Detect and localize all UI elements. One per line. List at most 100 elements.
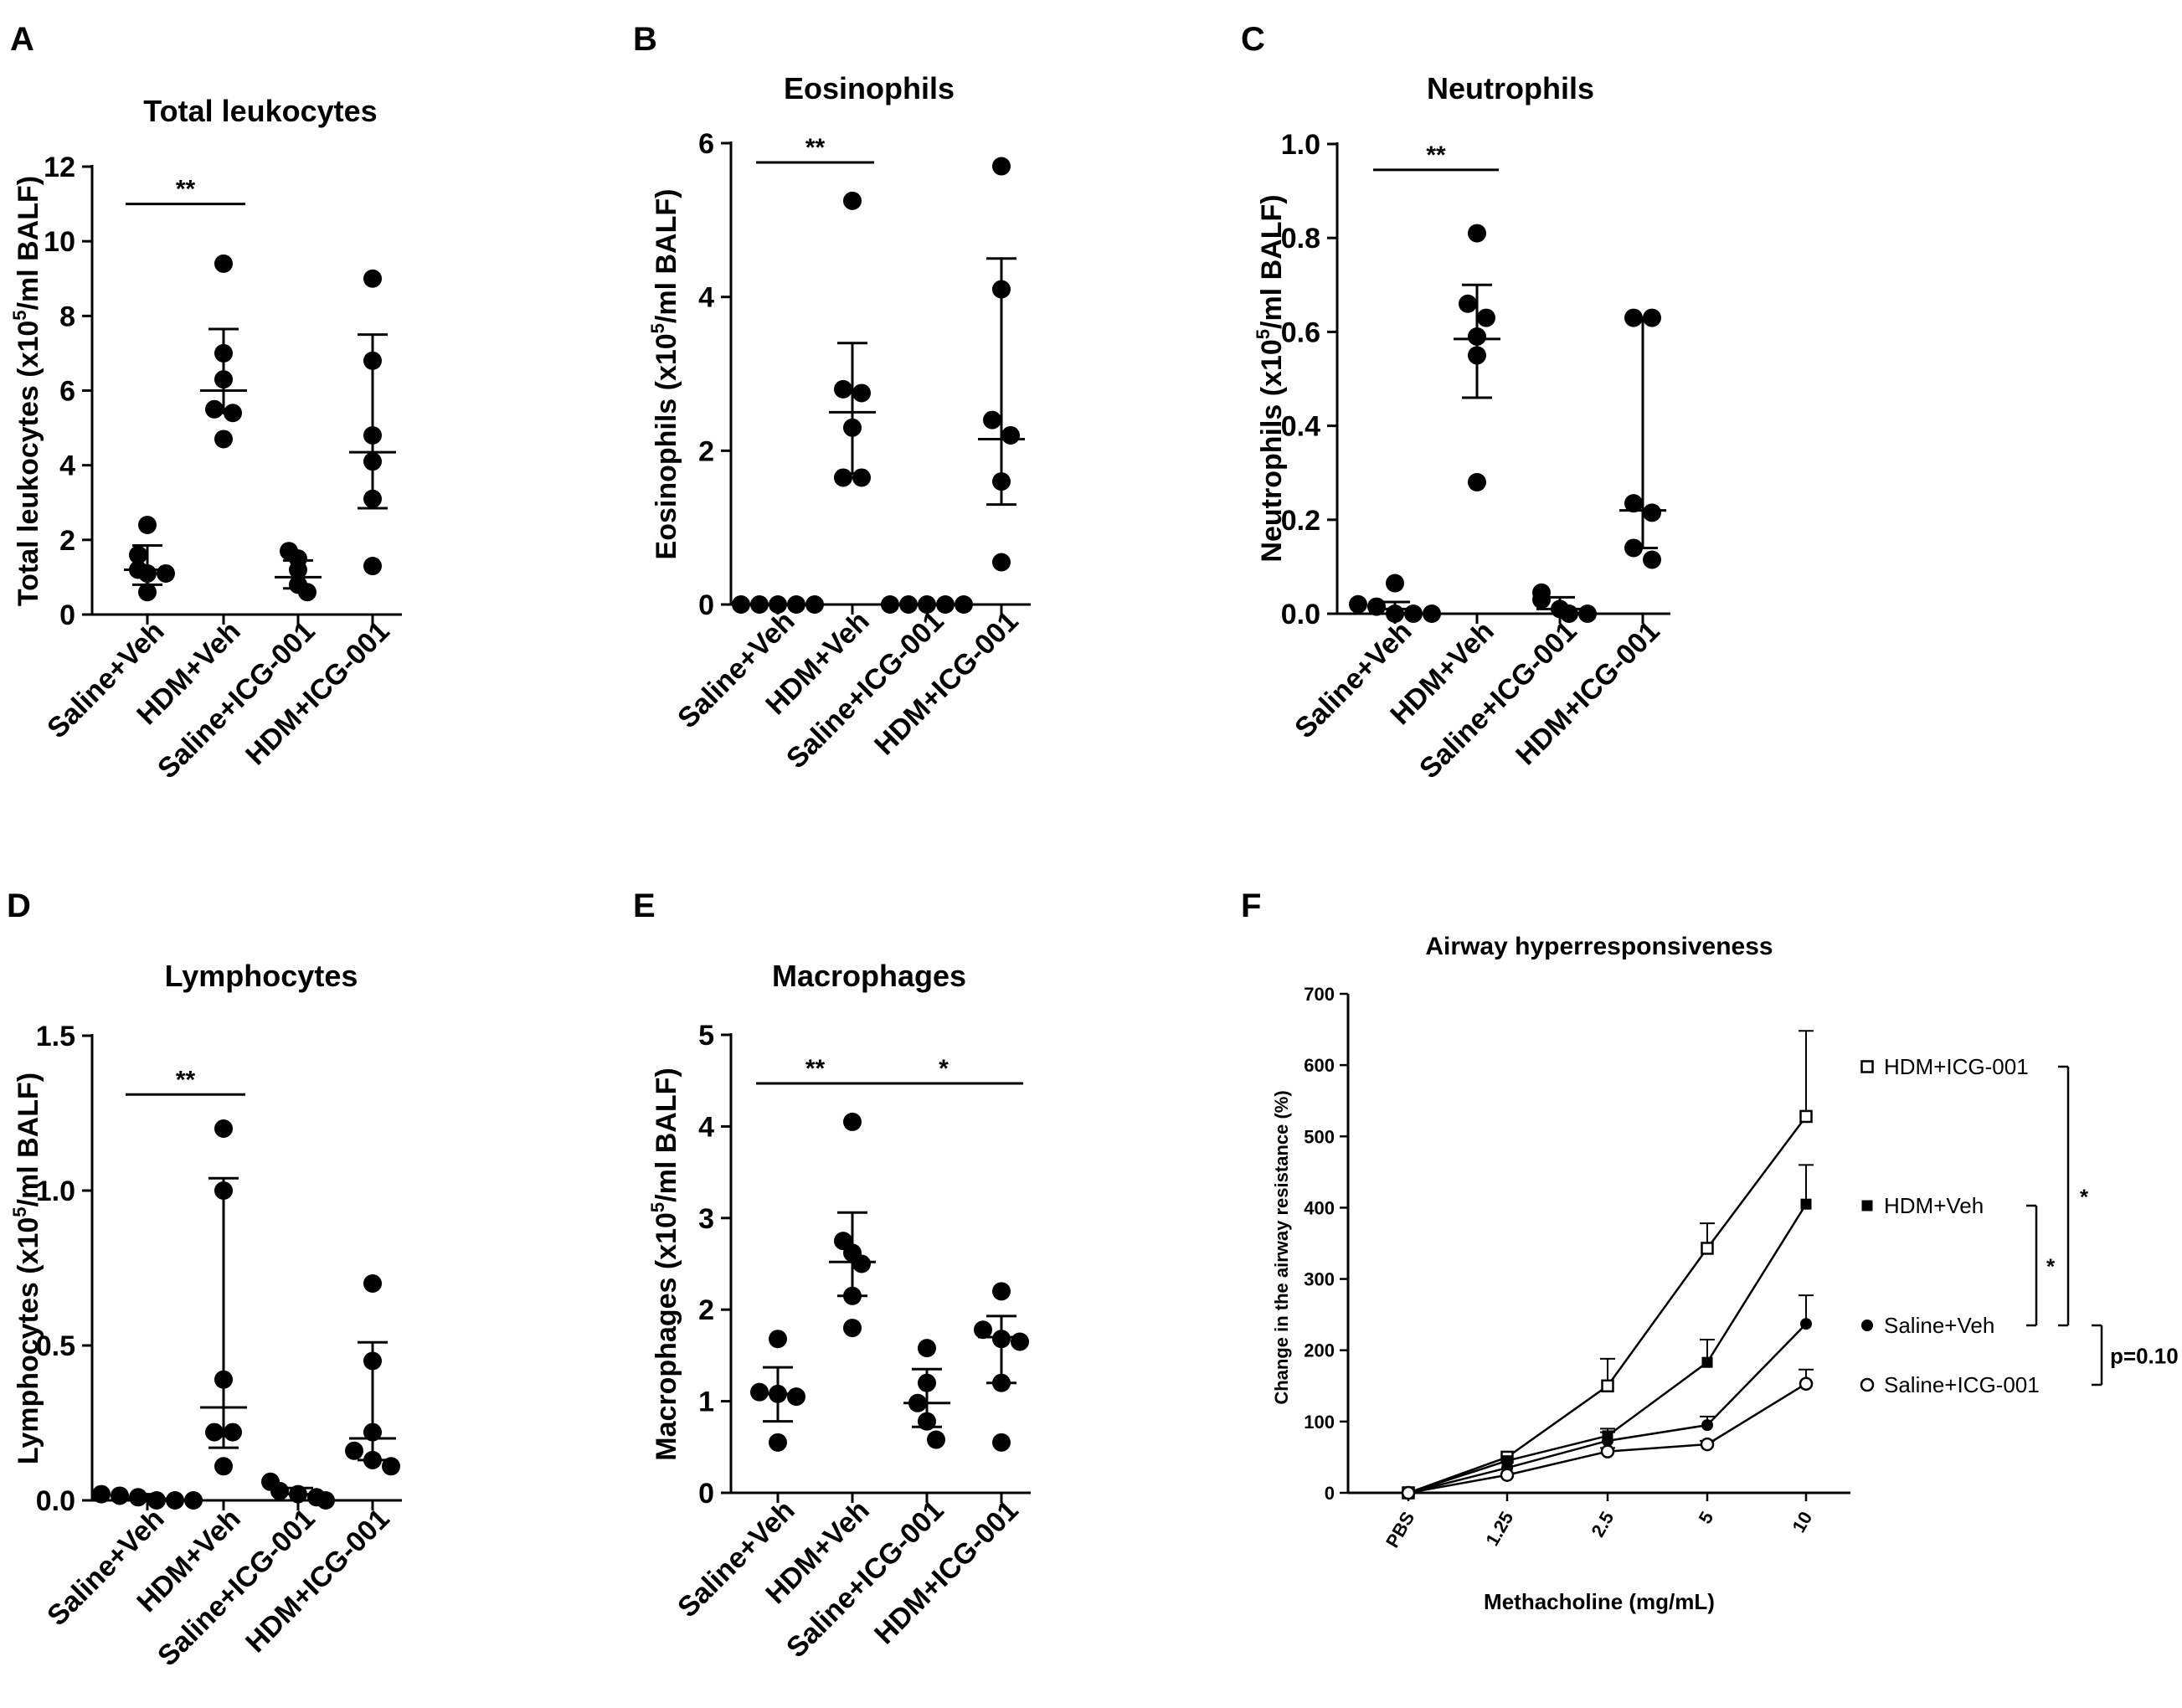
y-tick-label: 0	[59, 599, 75, 631]
significance-label: **	[176, 1066, 196, 1093]
data-point	[1643, 550, 1661, 569]
data-point	[1643, 503, 1661, 522]
data-point	[111, 1486, 129, 1505]
data-point	[1701, 1419, 1713, 1432]
y-tick-label: 100	[1304, 1412, 1335, 1433]
data-point	[852, 468, 871, 487]
y-tick-label: 1.0	[1281, 129, 1320, 161]
panel-a: A Total leukocytes Total leukocytes (x105/…	[9, 21, 402, 785]
significance-label: **	[805, 134, 826, 162]
data-point	[1477, 308, 1495, 327]
data-point	[363, 1274, 382, 1293]
y-tick-label: 1.0	[36, 1176, 75, 1207]
data-point	[205, 399, 224, 419]
bracket-label: p=0.10	[2110, 1344, 2179, 1369]
data-point	[918, 1339, 936, 1358]
x-tick-label: 10	[1788, 1508, 1816, 1536]
data-point	[1602, 1434, 1613, 1447]
y-axis-title-text: Eosinophils (x10	[651, 333, 682, 559]
y-axis-title-superscript: 5	[647, 1202, 668, 1212]
y-tick-label: 700	[1304, 984, 1335, 1005]
y-tick-label: 200	[1304, 1340, 1335, 1361]
data-point	[1700, 1437, 1715, 1452]
data-point	[769, 1433, 787, 1452]
x-tick-label: 2.5	[1587, 1508, 1618, 1541]
chart-title: Eosinophils	[784, 71, 955, 105]
data-point	[214, 1457, 233, 1476]
y-tick-label: 0.0	[36, 1485, 75, 1517]
series-saline-veh	[1402, 1294, 1814, 1499]
y-tick-label: 4	[59, 450, 75, 482]
y-tick-label: 6	[59, 376, 75, 408]
y-tick-label: 0.2	[1281, 505, 1320, 537]
data-point	[1423, 604, 1441, 623]
data-point	[992, 1433, 1011, 1452]
legend-marker	[1861, 1200, 1873, 1212]
data-point	[992, 157, 1011, 176]
data-point	[214, 430, 233, 449]
significance-label: **	[805, 1055, 826, 1083]
significance-label: *	[939, 1055, 949, 1083]
data-point	[843, 191, 862, 210]
y-tick-label: 400	[1304, 1197, 1335, 1218]
y-axis-title-text: Macrophages (x10	[651, 1212, 682, 1461]
y-tick-label: 0.5	[36, 1330, 75, 1362]
y-tick-label: 5	[698, 1020, 714, 1052]
y-tick-label: 2	[59, 525, 75, 557]
panel-letter: D	[7, 887, 31, 924]
significance-label: **	[1426, 141, 1446, 169]
legend-marker	[1860, 1060, 1874, 1073]
y-axis-title: Lymphocytes (x105/ml BALF)	[9, 1073, 44, 1464]
data-point	[205, 1422, 224, 1442]
y-axis-title-unit: /ml BALF)	[651, 1068, 682, 1202]
data-point	[881, 595, 899, 614]
y-tick-label: 300	[1304, 1269, 1335, 1290]
y-axis-title: Eosinophils (x105/ml BALF)	[647, 189, 682, 560]
data-point	[843, 1112, 862, 1131]
data-point	[852, 383, 871, 403]
y-axis-title-superscript: 5	[9, 310, 30, 320]
chart-title: Neutrophils	[1427, 71, 1594, 105]
y-tick-label: 10	[44, 226, 75, 258]
legend-label: Saline+Veh	[1884, 1313, 1994, 1338]
data-point	[992, 553, 1011, 572]
data-point	[927, 1430, 945, 1449]
y-axis-title: Change in the airway resistance (%)	[1271, 1090, 1292, 1404]
data-point	[1800, 1318, 1812, 1330]
y-axis-title: Macrophages (x105/ml BALF)	[647, 1068, 682, 1460]
panel-f: F Airway hyperresponsiveness Change in the…	[1241, 887, 2179, 1614]
data-point	[316, 1491, 335, 1510]
y-axis-title-superscript: 5	[647, 323, 668, 333]
x-axis-title: Methacholine (mg/mL)	[1484, 1589, 1715, 1614]
y-axis-title-unit: /ml BALF)	[651, 189, 682, 324]
data-point	[298, 583, 316, 602]
bracket-label: *	[2046, 1254, 2056, 1279]
y-tick-label: 2	[698, 435, 714, 467]
data-point	[138, 583, 157, 602]
y-tick-label: 4	[698, 1111, 714, 1143]
data-point	[983, 410, 1001, 430]
y-axis-title-superscript: 5	[9, 1206, 30, 1217]
data-point	[805, 595, 824, 614]
data-point	[129, 545, 147, 564]
data-point	[1468, 224, 1486, 243]
x-tick-label: PBS	[1382, 1508, 1418, 1551]
y-tick-label: 0	[698, 1478, 714, 1510]
y-tick-label: 2	[698, 1294, 714, 1326]
panel-letter: C	[1241, 21, 1265, 58]
data-point	[1799, 1109, 1813, 1124]
y-tick-label: 1.5	[36, 1021, 75, 1052]
y-tick-label: 6	[698, 128, 714, 160]
data-point	[214, 1119, 233, 1138]
y-tick-label: 1	[698, 1386, 714, 1418]
bracket-label: *	[2080, 1185, 2089, 1210]
panel-letter: A	[10, 21, 34, 58]
panel-letter: F	[1241, 887, 1261, 924]
chart-title: Macrophages	[772, 959, 966, 993]
panel-letter: E	[633, 887, 656, 924]
data-point	[1001, 425, 1020, 445]
data-point	[166, 1491, 184, 1510]
y-tick-label: 0.8	[1281, 223, 1320, 255]
legend-label: Saline+ICG-001	[1884, 1372, 2040, 1397]
